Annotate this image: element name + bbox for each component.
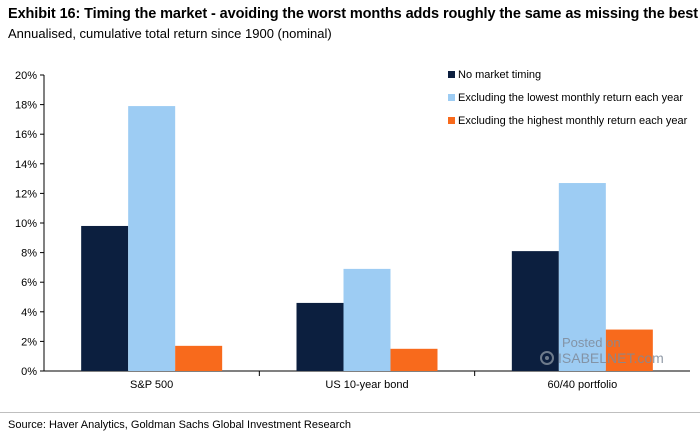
isabelnet-logo-icon — [540, 351, 554, 365]
bar — [175, 345, 223, 371]
bar — [81, 225, 129, 371]
y-tick-label: 12% — [15, 188, 37, 200]
y-tick-label: 16% — [15, 129, 37, 141]
y-tick-label: 2% — [21, 336, 37, 348]
bar-chart: 0% 2% 4% 6% 8% 10% 12% 14% 16% 18% 20% S&P 500 US 10… — [15, 69, 690, 391]
y-tick-label: 10% — [15, 218, 37, 230]
legend-swatch — [448, 117, 455, 124]
bar — [558, 183, 606, 371]
source-note: Source: Haver Analytics, Goldman Sachs G… — [8, 419, 351, 431]
legend-label: Excluding the highest monthly return eac… — [458, 115, 688, 127]
y-tick-label: 18% — [15, 100, 37, 112]
y-tick-label: 6% — [21, 277, 37, 289]
legend-label: No market timing — [458, 69, 541, 81]
bar — [390, 348, 438, 371]
bar — [511, 251, 559, 371]
footer-divider — [0, 412, 700, 413]
y-tick-label: 8% — [21, 248, 37, 260]
watermark-site-label: ISABELNET.com — [558, 350, 664, 366]
y-tick-label: 14% — [15, 159, 37, 171]
bar — [343, 268, 391, 371]
bar — [605, 329, 653, 371]
legend-swatch — [448, 71, 455, 78]
x-tick-label: 60/40 portfolio — [547, 379, 617, 391]
watermark-posted: Posted on — [562, 335, 621, 350]
legend-swatch — [448, 94, 455, 101]
chart-title: Exhibit 16: Timing the market - avoiding… — [8, 6, 698, 22]
watermark-site: ISABELNET.com — [540, 350, 664, 366]
watermark: Posted on ISABELNET.com — [540, 335, 664, 366]
y-tick-label: 20% — [15, 70, 37, 82]
y-tick-label: 4% — [21, 307, 37, 319]
x-tick-label: US 10-year bond — [325, 379, 408, 391]
y-tick-label: 0% — [21, 366, 37, 378]
x-tick-label: S&P 500 — [130, 379, 173, 391]
bar — [128, 106, 176, 371]
bar — [296, 302, 344, 371]
legend-label: Excluding the lowest monthly return each… — [458, 92, 683, 104]
chart-subtitle: Annualised, cumulative total return sinc… — [8, 26, 332, 41]
